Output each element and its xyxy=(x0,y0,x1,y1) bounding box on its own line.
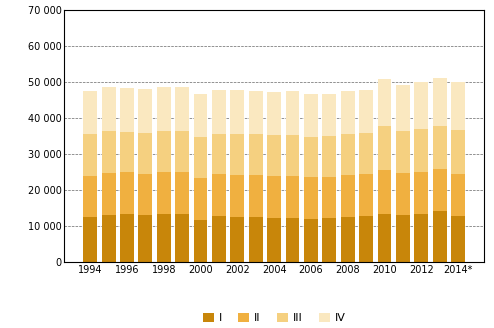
Bar xyxy=(304,219,318,262)
Bar xyxy=(157,172,171,214)
Bar xyxy=(323,218,336,262)
Bar xyxy=(249,217,263,262)
Bar xyxy=(194,94,207,137)
Bar xyxy=(212,90,226,133)
Bar xyxy=(433,78,447,126)
Bar xyxy=(451,174,465,216)
Bar xyxy=(138,174,152,215)
Bar xyxy=(414,129,428,172)
Bar xyxy=(249,91,263,134)
Bar xyxy=(286,135,299,176)
Bar xyxy=(231,133,244,175)
Bar xyxy=(231,90,244,133)
Bar xyxy=(323,136,336,177)
Bar xyxy=(267,218,281,262)
Bar xyxy=(120,88,134,132)
Bar xyxy=(323,94,336,136)
Bar xyxy=(138,215,152,262)
Bar xyxy=(249,134,263,175)
Bar xyxy=(359,90,373,133)
Bar xyxy=(451,216,465,262)
Bar xyxy=(83,217,97,262)
Bar xyxy=(433,169,447,211)
Bar xyxy=(175,214,189,262)
Bar xyxy=(396,131,410,173)
Bar xyxy=(102,215,116,262)
Bar xyxy=(341,175,355,217)
Bar xyxy=(102,132,116,173)
Bar xyxy=(157,131,171,172)
Bar xyxy=(377,214,391,262)
Bar xyxy=(286,176,299,218)
Bar xyxy=(341,217,355,262)
Bar xyxy=(249,175,263,217)
Bar xyxy=(212,133,226,174)
Bar xyxy=(414,82,428,129)
Bar xyxy=(212,216,226,262)
Bar xyxy=(359,216,373,262)
Bar xyxy=(102,87,116,132)
Bar xyxy=(341,91,355,134)
Bar xyxy=(212,174,226,216)
Bar xyxy=(157,214,171,262)
Bar xyxy=(157,88,171,131)
Bar xyxy=(120,214,134,262)
Bar xyxy=(304,177,318,219)
Bar xyxy=(120,132,134,172)
Bar xyxy=(231,217,244,262)
Bar xyxy=(433,211,447,262)
Bar xyxy=(138,89,152,133)
Bar xyxy=(175,172,189,214)
Bar xyxy=(359,133,373,174)
Bar xyxy=(138,133,152,174)
Bar xyxy=(433,126,447,169)
Bar xyxy=(396,85,410,131)
Bar xyxy=(414,215,428,262)
Bar xyxy=(304,93,318,137)
Bar xyxy=(414,172,428,215)
Bar xyxy=(341,134,355,175)
Bar xyxy=(83,134,97,176)
Bar xyxy=(451,82,465,130)
Bar xyxy=(377,79,391,126)
Bar xyxy=(267,176,281,218)
Bar xyxy=(267,135,281,176)
Bar xyxy=(304,137,318,177)
Bar xyxy=(175,131,189,172)
Bar xyxy=(231,175,244,217)
Bar xyxy=(194,178,207,220)
Bar xyxy=(194,137,207,178)
Bar xyxy=(175,88,189,131)
Bar xyxy=(323,177,336,218)
Legend: I, II, III, IV: I, II, III, IV xyxy=(199,308,350,328)
Bar xyxy=(377,170,391,214)
Bar xyxy=(286,92,299,135)
Bar xyxy=(377,126,391,170)
Bar xyxy=(359,174,373,216)
Bar xyxy=(396,215,410,262)
Bar xyxy=(83,91,97,134)
Bar xyxy=(102,173,116,215)
Bar xyxy=(396,173,410,215)
Bar xyxy=(267,92,281,135)
Bar xyxy=(194,220,207,262)
Bar xyxy=(83,176,97,217)
Bar xyxy=(120,172,134,214)
Bar xyxy=(451,130,465,174)
Bar xyxy=(286,218,299,262)
